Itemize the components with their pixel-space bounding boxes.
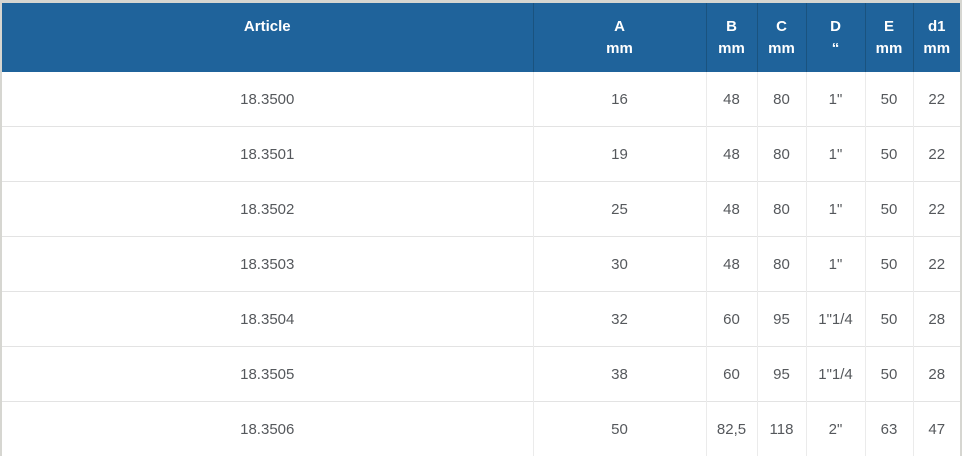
column-label: E <box>883 18 894 35</box>
cell-c_mm: 80 <box>756 236 806 292</box>
column-unit: mm <box>606 40 633 57</box>
cell-a_mm: 19 <box>532 126 706 182</box>
cell-b_mm: 48 <box>705 72 757 127</box>
column-unit: mm <box>923 40 951 57</box>
cell-a_mm: 16 <box>532 72 706 127</box>
cell-article: 18.3502 <box>2 181 533 237</box>
column-label: C <box>776 18 787 35</box>
cell-e_mm: 50 <box>864 346 913 402</box>
column-label: B <box>726 18 737 35</box>
column-label: Article <box>243 18 291 35</box>
cell-article: 18.3504 <box>2 291 533 347</box>
cell-d1_mm: 22 <box>912 126 960 182</box>
cell-article: 18.3501 <box>2 126 533 182</box>
table-row: 18.3502 25 48 80 1" 50 22 <box>2 181 960 237</box>
column-unit: mm <box>875 40 903 57</box>
cell-d1_mm: 22 <box>912 236 960 292</box>
cell-e_mm: 63 <box>864 401 913 456</box>
table-row: 18.3504 32 60 95 1"1/4 50 28 <box>2 291 960 347</box>
cell-a_mm: 30 <box>532 236 706 292</box>
cell-d_inch: 1" <box>805 236 865 292</box>
cell-b_mm: 60 <box>705 291 757 347</box>
cell-e_mm: 50 <box>864 291 913 347</box>
cell-e_mm: 50 <box>864 181 913 237</box>
cell-c_mm: 80 <box>756 72 806 127</box>
table-row: 18.3503 30 48 80 1" 50 22 <box>2 236 960 292</box>
cell-b_mm: 82,5 <box>705 401 757 456</box>
column-unit: mm <box>718 40 745 57</box>
cell-b_mm: 48 <box>705 236 757 292</box>
cell-d1_mm: 28 <box>912 346 960 402</box>
cell-c_mm: 95 <box>756 291 806 347</box>
column-label: D <box>830 18 841 35</box>
cell-c_mm: 80 <box>756 126 806 182</box>
column-header-d1_mm: d1 mm <box>912 3 960 72</box>
cell-article: 18.3505 <box>2 346 533 402</box>
cell-a_mm: 38 <box>532 346 706 402</box>
column-unit: mm <box>768 40 795 57</box>
cell-article: 18.3506 <box>2 401 533 456</box>
cell-d_inch: 2" <box>805 401 865 456</box>
cell-b_mm: 60 <box>705 346 757 402</box>
cell-d_inch: 1"1/4 <box>805 291 865 347</box>
cell-d_inch: 1"1/4 <box>805 346 865 402</box>
cell-b_mm: 48 <box>705 126 757 182</box>
cell-e_mm: 50 <box>864 72 913 127</box>
cell-c_mm: 118 <box>756 401 806 456</box>
cell-c_mm: 80 <box>756 181 806 237</box>
cell-a_mm: 25 <box>532 181 706 237</box>
cell-e_mm: 50 <box>864 236 913 292</box>
cell-d1_mm: 22 <box>912 181 960 237</box>
column-unit: “ <box>831 40 840 57</box>
column-header-d_inch: D “ <box>805 3 865 72</box>
cell-c_mm: 95 <box>756 346 806 402</box>
table-row: 18.3501 19 48 80 1" 50 22 <box>2 126 960 182</box>
cell-d1_mm: 28 <box>912 291 960 347</box>
column-label: A <box>614 18 625 35</box>
cell-a_mm: 32 <box>532 291 706 347</box>
table-row: 18.3506 50 82,5 118 2" 63 47 <box>2 401 960 456</box>
cell-d1_mm: 47 <box>912 401 960 456</box>
column-header-article: Article <box>2 3 533 72</box>
cell-d_inch: 1" <box>805 72 865 127</box>
cell-d_inch: 1" <box>805 126 865 182</box>
cell-a_mm: 50 <box>532 401 706 456</box>
cell-article: 18.3500 <box>2 72 533 127</box>
cell-e_mm: 50 <box>864 126 913 182</box>
cell-b_mm: 48 <box>705 181 757 237</box>
table-row: 18.3505 38 60 95 1"1/4 50 28 <box>2 346 960 402</box>
table-row: 18.3500 16 48 80 1" 50 22 <box>2 72 960 127</box>
cell-d_inch: 1" <box>805 181 865 237</box>
column-label: d1 <box>927 18 946 35</box>
cell-d1_mm: 22 <box>912 72 960 127</box>
cell-article: 18.3503 <box>2 236 533 292</box>
